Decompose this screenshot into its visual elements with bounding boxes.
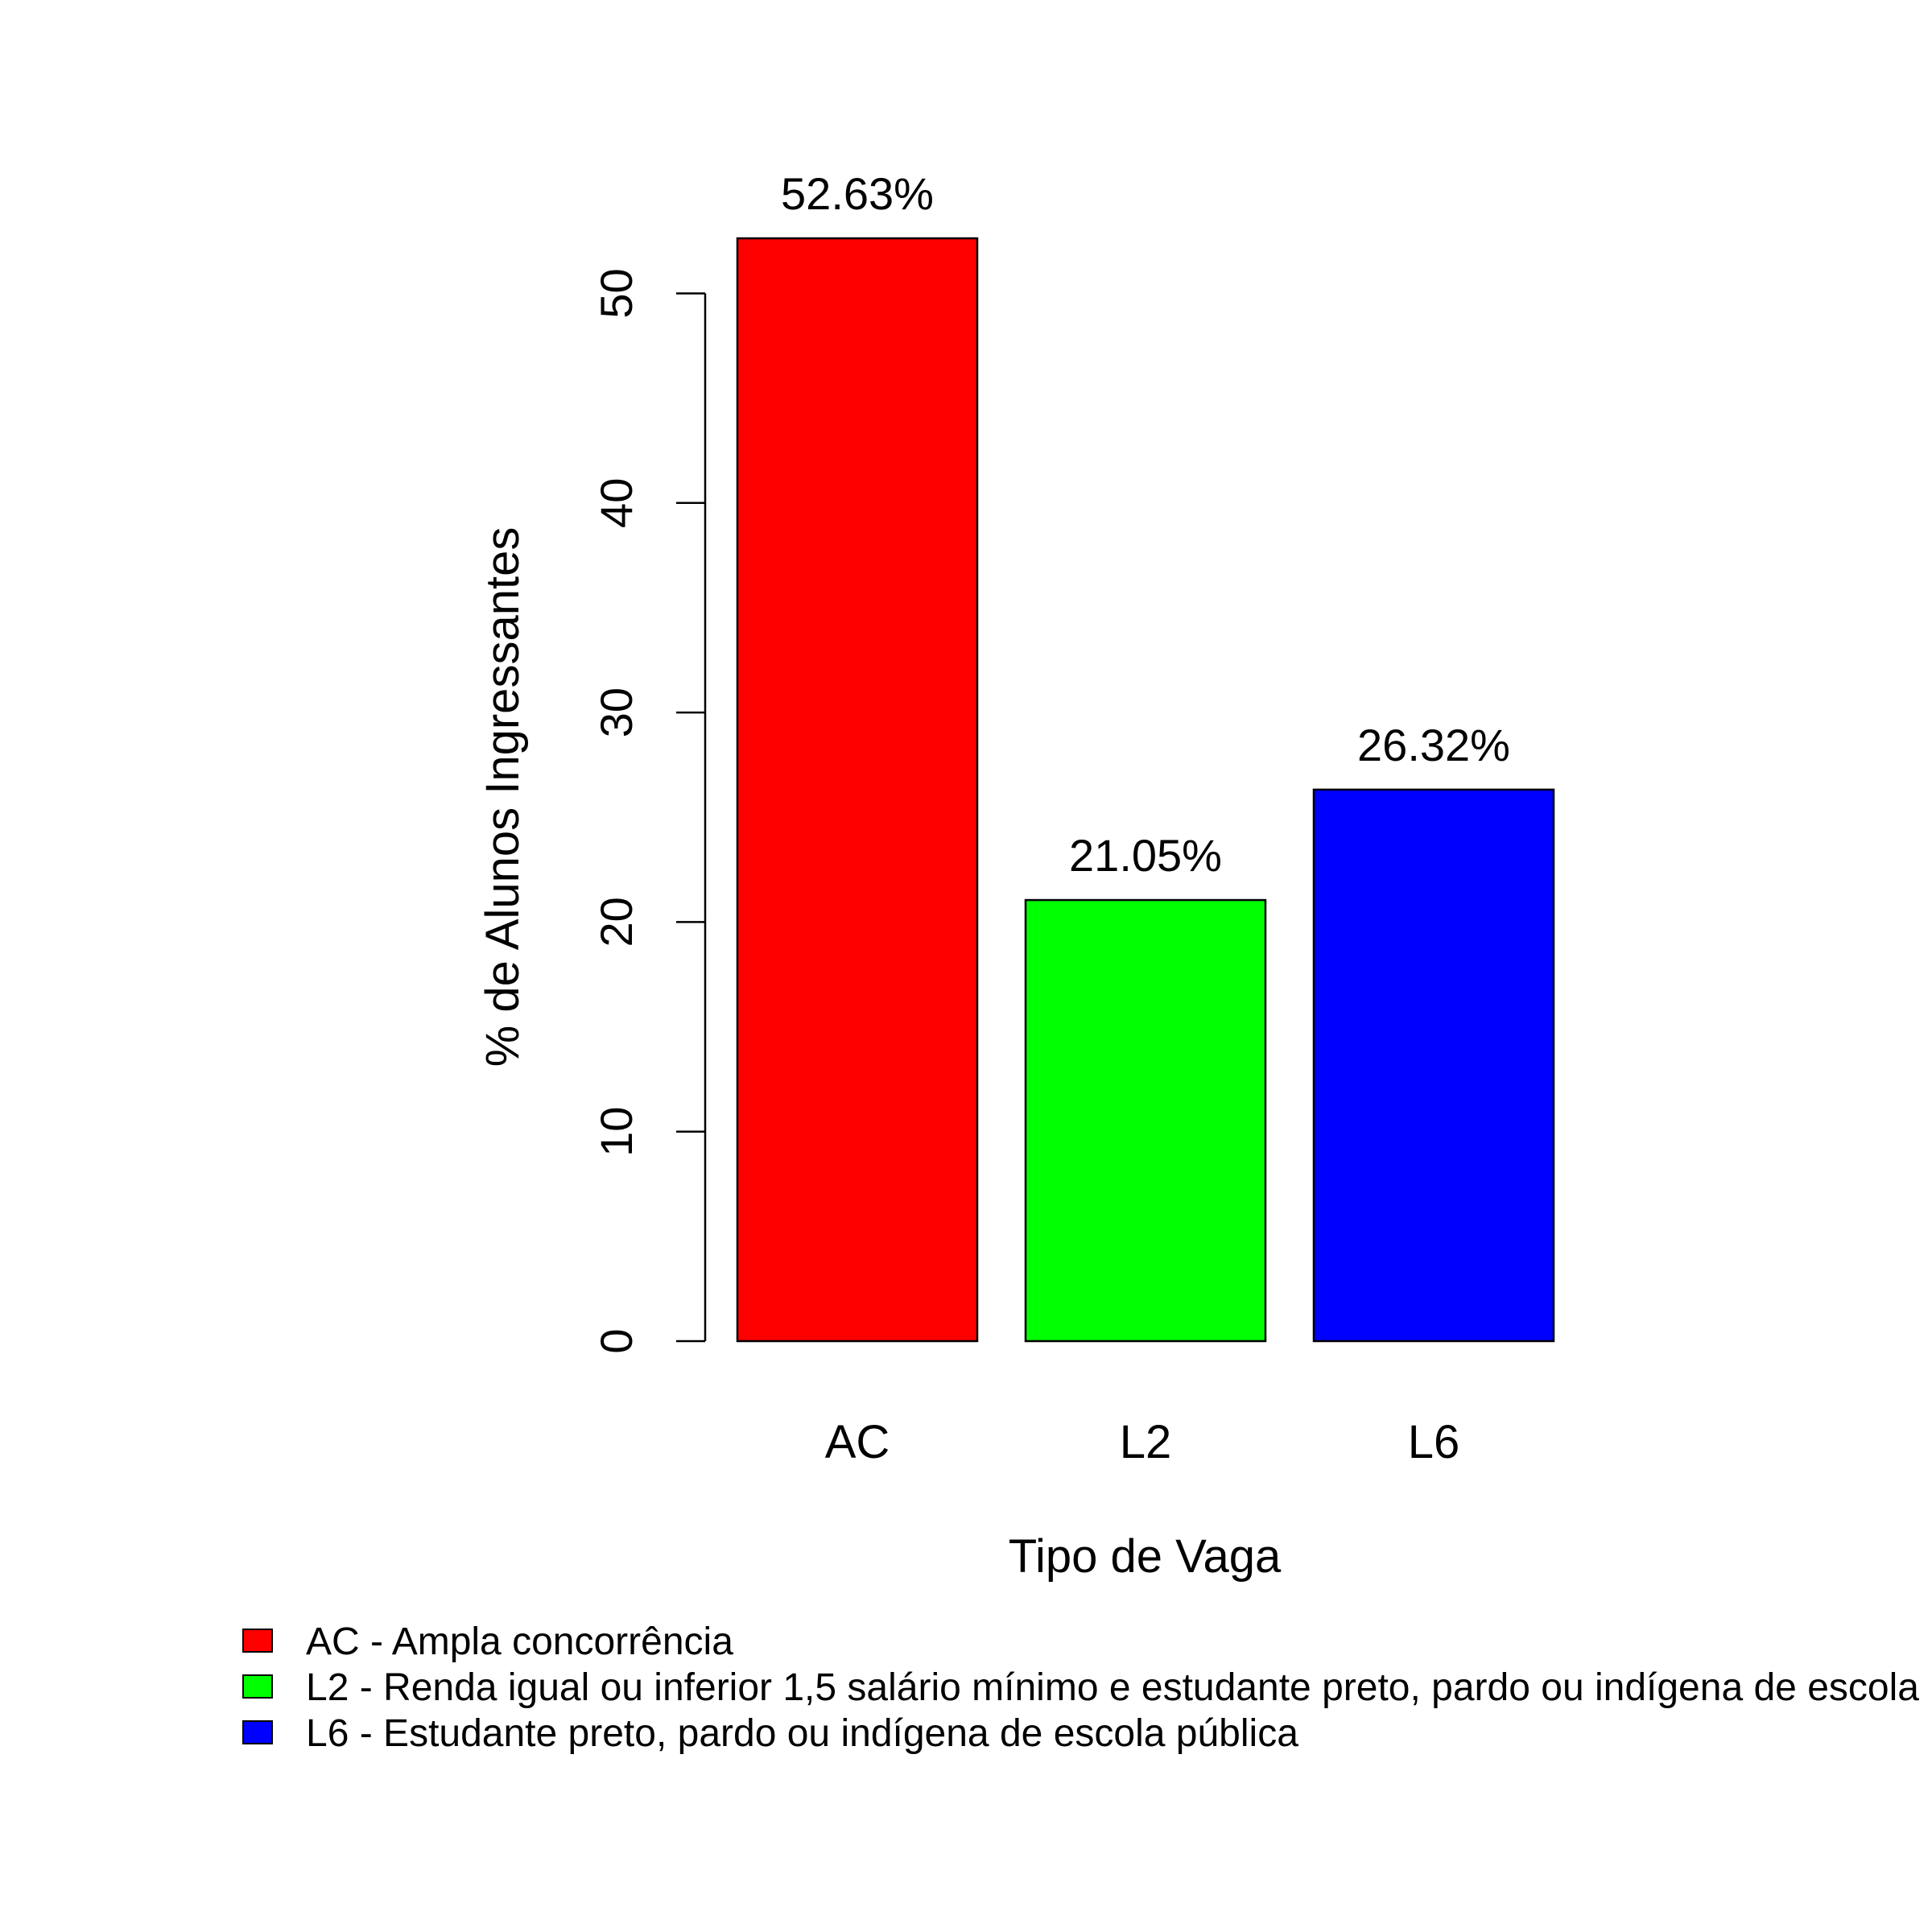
y-axis-label: % de Alunos Ingressantes [477, 527, 529, 1067]
value-label-l2: 21.05% [1069, 830, 1222, 881]
y-axis: 0 10 20 30 40 50 [591, 268, 707, 1354]
bar-ac [736, 237, 979, 1343]
value-label-l6: 26.32% [1357, 720, 1510, 770]
legend-swatch [242, 1629, 273, 1653]
bars-group [736, 237, 1555, 1343]
value-labels-group: 52.63% 21.05% 26.32% [781, 168, 1510, 881]
x-tick-label-l6: L6 [1408, 1416, 1460, 1468]
x-tick-label-ac: AC [825, 1416, 890, 1468]
y-tick-label: 10 [591, 1107, 642, 1157]
x-tick-label-l2: L2 [1120, 1416, 1172, 1468]
value-label-ac: 52.63% [781, 168, 934, 219]
bar-l2 [1024, 898, 1267, 1343]
legend-swatch [242, 1720, 273, 1744]
bar-l6 [1312, 788, 1555, 1343]
legend-label: AC - Ampla concorrência [306, 1620, 733, 1663]
legend-label: L6 - Estudante preto, pardo ou indígena … [306, 1712, 1298, 1755]
x-tick-labels: AC L2 L6 [825, 1416, 1460, 1468]
y-tick-label: 0 [591, 1328, 642, 1353]
legend-swatch [242, 1674, 273, 1699]
y-tick-label: 30 [591, 687, 642, 737]
y-tick-label: 20 [591, 897, 642, 947]
x-axis-label: Tipo de Vaga [1009, 1530, 1282, 1583]
y-tick-label: 50 [591, 268, 642, 318]
legend-label: L2 - Renda igual ou inferior 1,5 salário… [306, 1666, 1919, 1709]
y-tick-label: 40 [591, 478, 642, 528]
